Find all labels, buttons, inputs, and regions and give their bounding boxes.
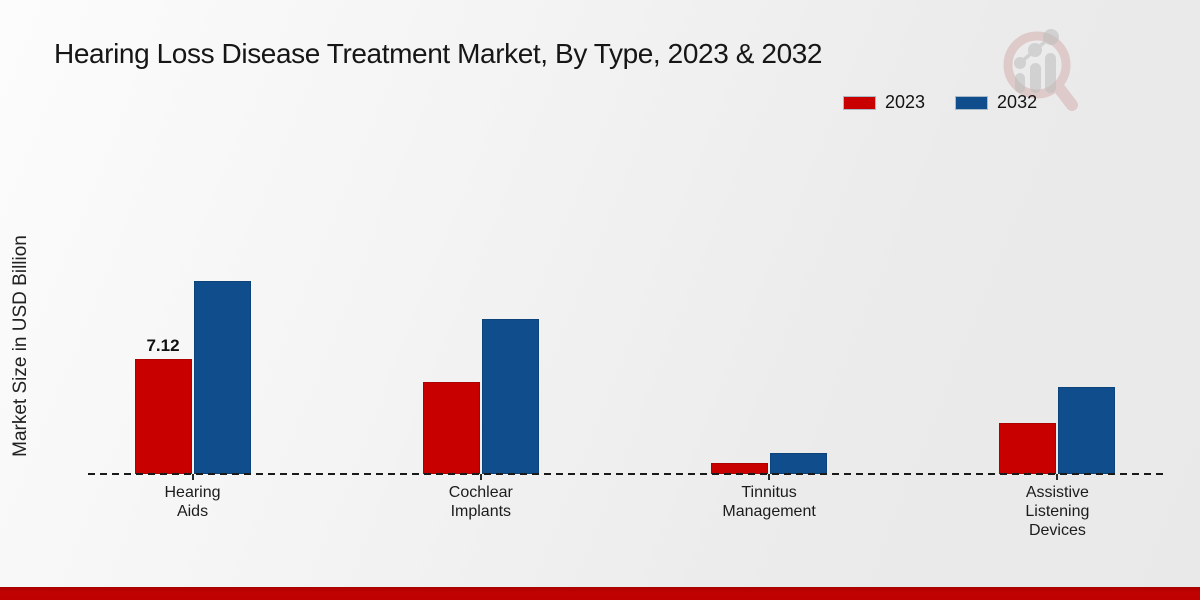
- x-axis-tick-cochlear-implants: [479, 474, 482, 480]
- bar-2023-hearing-aids: [134, 359, 192, 474]
- x-axis-tick-tinnitus-management: [768, 474, 771, 480]
- legend-swatch-2032: [955, 95, 989, 110]
- footer-accent-strip: [0, 587, 1200, 600]
- bar-2023-cochlear-implants: [422, 382, 480, 474]
- bar-value-label-hearing-aids-2023: 7.12: [146, 336, 180, 355]
- legend-item-2023: 2023: [843, 92, 925, 113]
- legend-label-2023: 2023: [885, 92, 926, 112]
- bar-2032-hearing-aids: [193, 281, 251, 474]
- x-axis-label-tinnitus-management: Tinnitus Management: [722, 484, 816, 520]
- x-axis-tick-hearing-aids: [191, 474, 194, 480]
- legend-item-2032: 2032: [955, 92, 1037, 113]
- x-axis-baseline: [88, 473, 1163, 475]
- x-axis-tick-assistive-listening-devices: [1056, 474, 1059, 480]
- chart-title: Hearing Loss Disease Treatment Market, B…: [54, 38, 823, 69]
- bar-2032-assistive-listening-devices: [1058, 387, 1116, 474]
- x-axis-label-hearing-aids: Hearing Aids: [164, 484, 221, 520]
- magnifier-bar-chart-logo-icon: [1003, 29, 1078, 111]
- x-axis-label-cochlear-implants: Cochlear Implants: [448, 484, 513, 520]
- bar-2032-cochlear-implants: [481, 319, 539, 474]
- legend: 2023 2032: [843, 92, 1037, 113]
- legend-swatch-2023: [843, 95, 876, 110]
- bar-2032-tinnitus-management: [770, 453, 828, 474]
- x-axis-label-assistive-listening-devices: Assistive Listening Devices: [1025, 484, 1090, 539]
- legend-label-2032: 2032: [997, 92, 1038, 112]
- bar-2023-assistive-listening-devices: [999, 423, 1057, 474]
- bar-2023-tinnitus-management: [711, 463, 769, 474]
